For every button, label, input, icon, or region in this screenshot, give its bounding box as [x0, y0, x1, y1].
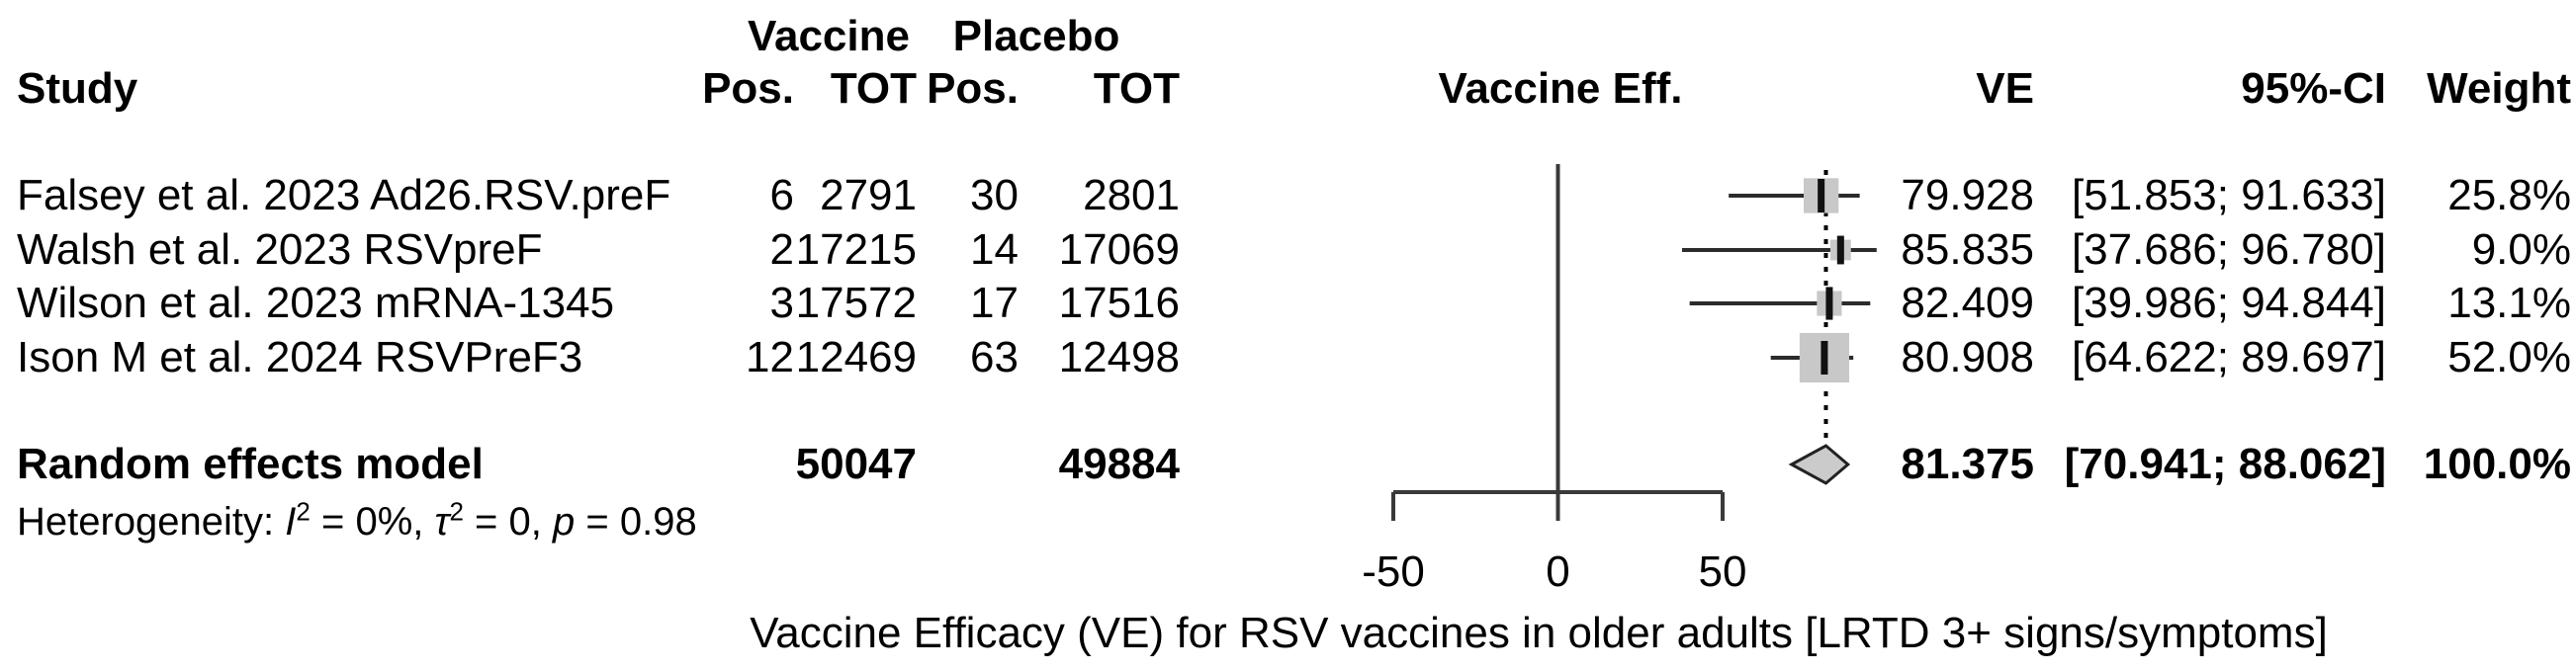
x-tick-label: 0	[1546, 547, 1569, 596]
study-name: Falsey et al. 2023 Ad26.RSV.preF	[17, 171, 671, 219]
placebo-group-header: Placebo	[952, 12, 1120, 60]
study-name: Walsh et al. 2023 RSVpreF	[17, 225, 543, 274]
vaccine-pos-value: 3	[769, 279, 794, 327]
placebo-tot-column-header: TOT	[1093, 64, 1180, 113]
placebo-pos-column-header: Pos.	[927, 64, 1019, 113]
ve-value: 80.908	[1901, 333, 2034, 381]
study-name: Ison M et al. 2024 RSVPreF3	[17, 333, 583, 381]
vaccine-pos-column-header: Pos.	[702, 64, 794, 113]
ci-value: [51.853; 91.633]	[2071, 171, 2386, 219]
point-estimate-tick	[1818, 179, 1825, 212]
point-estimate-tick	[1836, 235, 1844, 265]
ve-value: 85.835	[1901, 225, 2034, 274]
vaccine-tot-column-header: TOT	[830, 64, 917, 113]
placebo-tot-value: 12498	[1058, 333, 1180, 381]
summary-ve-value: 81.375	[1901, 440, 2034, 488]
placebo-tot-value: 17069	[1058, 225, 1180, 274]
weight-value: 9.0%	[2471, 225, 2571, 274]
plot-column-header: Vaccine Eff.	[1438, 64, 1683, 113]
ve-value: 79.928	[1901, 171, 2034, 219]
ci-value: [64.622; 89.697]	[2071, 333, 2386, 381]
placebo-pos-value: 17	[970, 279, 1019, 327]
study-column-header: Study	[17, 64, 138, 113]
ci-column-header: 95%-CI	[2241, 64, 2386, 113]
ci-value: [37.686; 96.780]	[2071, 225, 2386, 274]
placebo-tot-value: 17516	[1058, 279, 1180, 327]
ve-column-header: VE	[1976, 64, 2034, 113]
placebo-pos-value: 14	[970, 225, 1019, 274]
vaccine-tot-value: 17572	[795, 279, 917, 327]
vaccine-pos-value: 12	[746, 333, 794, 381]
vaccine-tot-value: 17215	[795, 225, 917, 274]
point-estimate-tick	[1825, 287, 1833, 320]
study-name: Wilson et al. 2023 mRNA-1345	[17, 279, 615, 327]
vaccine-total-value: 50047	[795, 440, 917, 488]
x-tick-label: 50	[1699, 547, 1747, 596]
summary-ci-value: [70.941; 88.062]	[2064, 440, 2386, 488]
x-tick-label: -50	[1362, 547, 1425, 596]
placebo-tot-value: 2801	[1083, 171, 1180, 219]
summary-label: Random effects model	[17, 440, 484, 488]
weight-value: 25.8%	[2447, 171, 2571, 219]
vaccine-tot-value: 12469	[795, 333, 917, 381]
heterogeneity-note: Heterogeneity: I2 = 0%, τ2 = 0, p = 0.98	[17, 496, 697, 544]
summary-weight-value: 100.0%	[2423, 440, 2571, 488]
weight-value: 13.1%	[2447, 279, 2571, 327]
vaccine-pos-value: 2	[769, 225, 794, 274]
ve-value: 82.409	[1901, 279, 2034, 327]
placebo-total-value: 49884	[1058, 440, 1180, 488]
placebo-pos-value: 63	[970, 333, 1019, 381]
vaccine-group-header: Vaccine	[748, 12, 910, 60]
placebo-pos-value: 30	[970, 171, 1019, 219]
x-axis-caption: Vaccine Efficacy (VE) for RSV vaccines i…	[750, 609, 2328, 657]
weight-column-header: Weight	[2427, 64, 2571, 113]
weight-value: 52.0%	[2447, 333, 2571, 381]
ci-value: [39.986; 94.844]	[2071, 279, 2386, 327]
summary-diamond	[1788, 444, 1851, 485]
vaccine-pos-value: 6	[769, 171, 794, 219]
vaccine-tot-value: 2791	[820, 171, 917, 219]
point-estimate-tick	[1821, 341, 1828, 375]
